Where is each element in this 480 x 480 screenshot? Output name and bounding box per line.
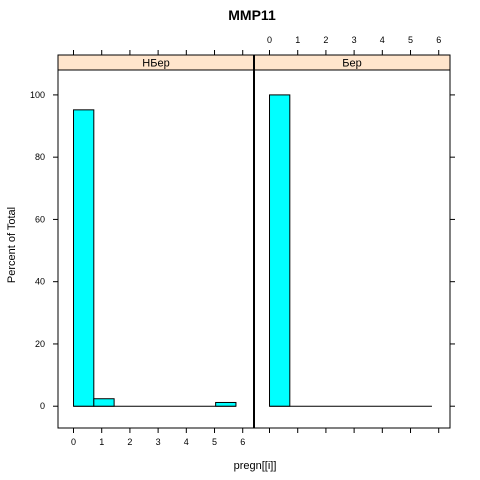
x-tick-label: 1 bbox=[99, 437, 104, 447]
x-tick-label: 0 bbox=[71, 437, 76, 447]
bar bbox=[269, 94, 291, 407]
y-tick-label: 100 bbox=[30, 90, 45, 100]
strip-label: Бер bbox=[342, 58, 361, 70]
x-tick-label: 4 bbox=[184, 437, 189, 447]
x-tick-label: 2 bbox=[323, 35, 328, 45]
y-tick-label: 80 bbox=[35, 152, 45, 162]
x-tick-label: 6 bbox=[436, 35, 441, 45]
x-tick-label: 5 bbox=[408, 35, 413, 45]
y-tick-label: 20 bbox=[35, 339, 45, 349]
y-tick-label: 0 bbox=[40, 401, 45, 411]
x-tick-label: 3 bbox=[352, 35, 357, 45]
x-tick-label: 0 bbox=[267, 35, 272, 45]
bar bbox=[73, 109, 95, 407]
x-tick-label: 6 bbox=[240, 437, 245, 447]
y-tick-label: 60 bbox=[35, 214, 45, 224]
x-tick-label: 5 bbox=[212, 437, 217, 447]
x-tick-label: 1 bbox=[295, 35, 300, 45]
x-tick-label: 3 bbox=[156, 437, 161, 447]
x-axis-label: pregn[[i]] bbox=[234, 460, 277, 472]
y-axis-label: Percent of Total bbox=[6, 207, 18, 283]
bar bbox=[93, 398, 115, 407]
strip-label: НБер bbox=[142, 58, 169, 70]
y-tick-label: 40 bbox=[35, 277, 45, 287]
x-tick-label: 4 bbox=[380, 35, 385, 45]
bar bbox=[215, 401, 237, 407]
chart-title: MMP11 bbox=[228, 7, 276, 23]
x-tick-label: 2 bbox=[127, 437, 132, 447]
